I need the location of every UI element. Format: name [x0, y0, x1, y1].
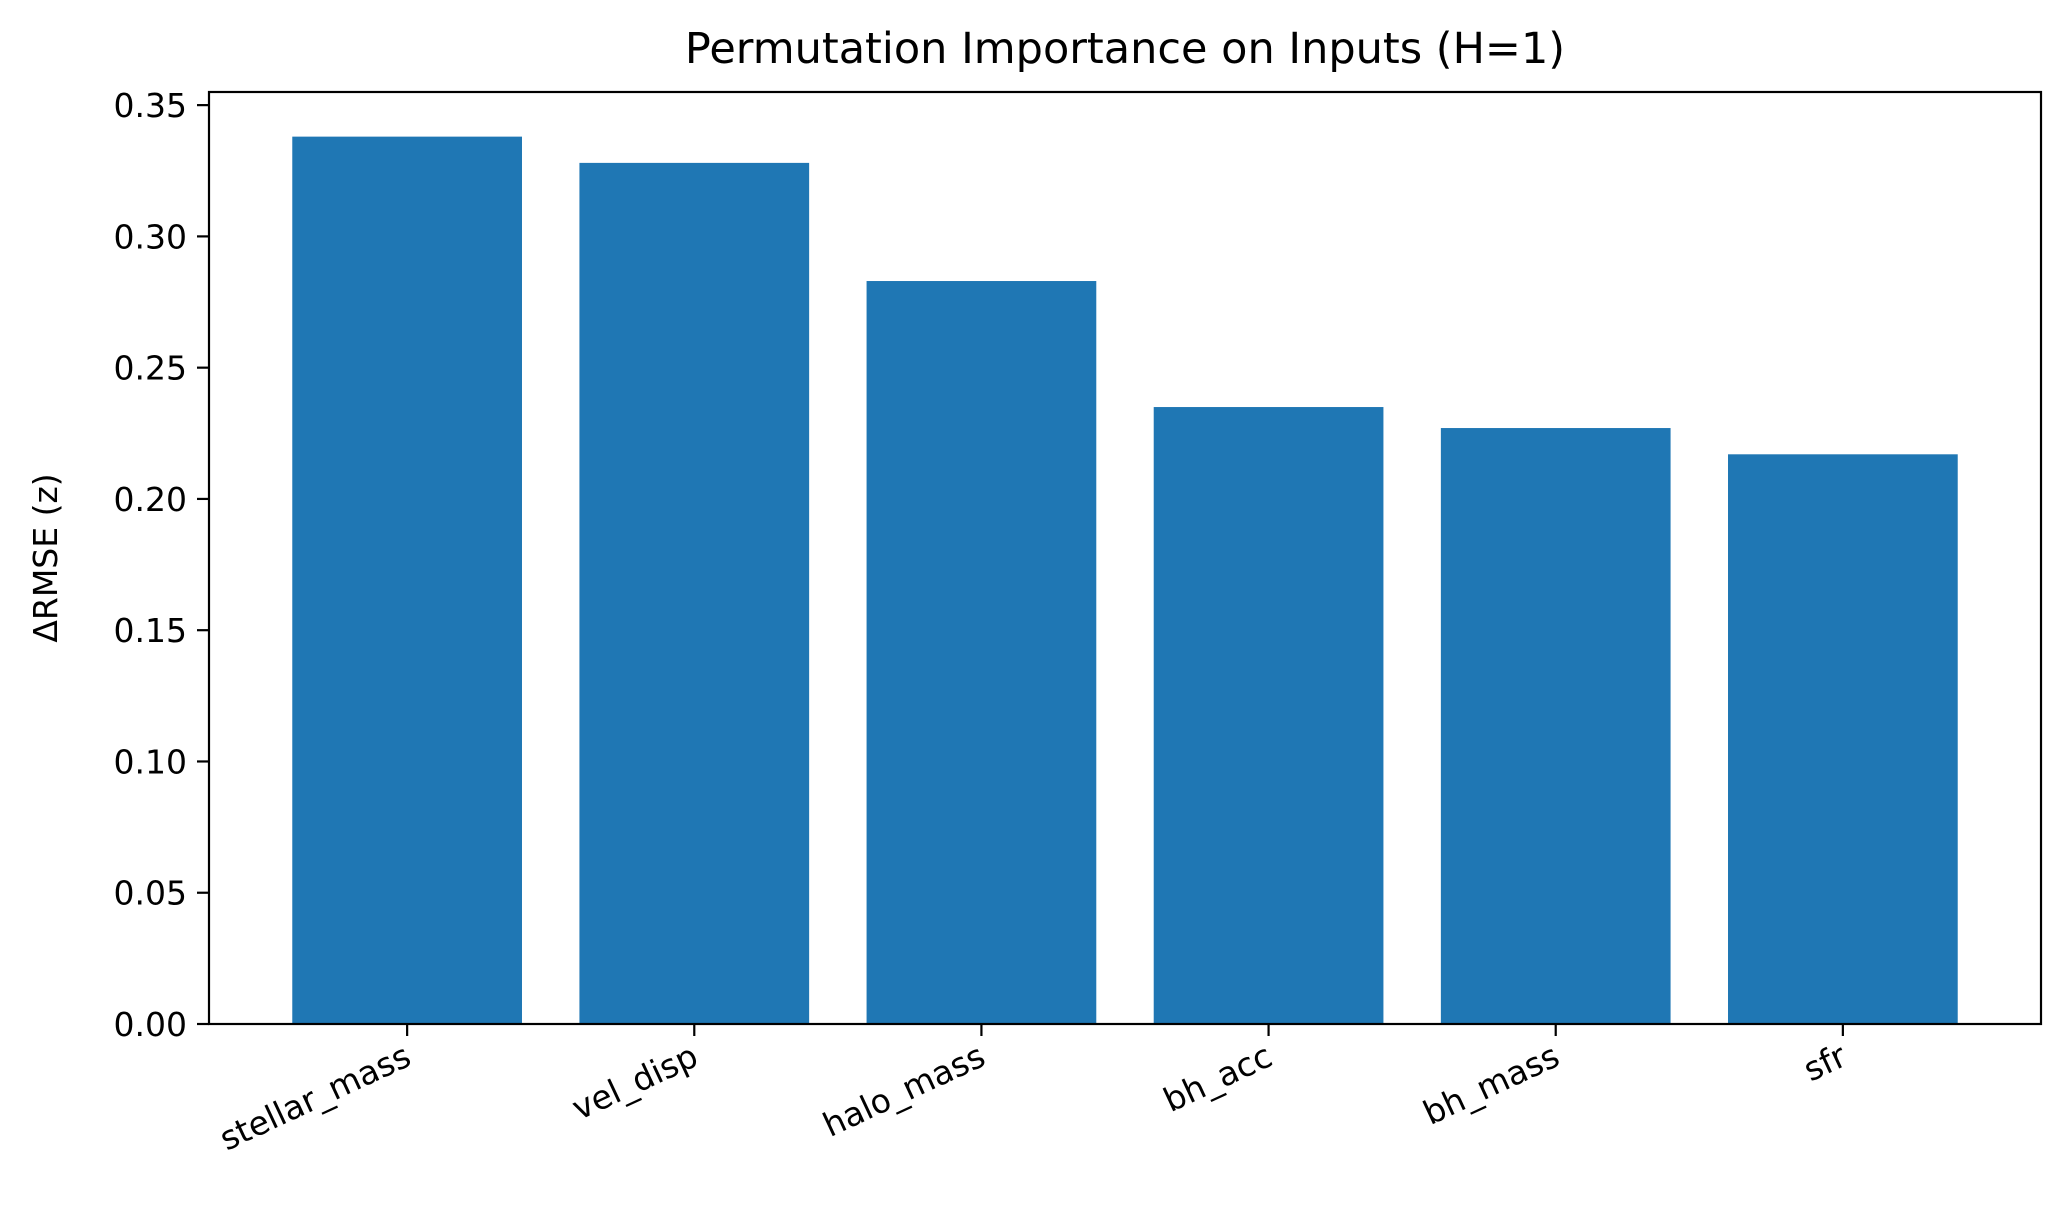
x-tick-label-stellar-mass: stellar_mass	[213, 1036, 416, 1158]
y-tick-label: 0.30	[114, 217, 187, 256]
y-tick-label: 0.00	[114, 1005, 187, 1044]
y-tick-label: 0.15	[114, 611, 187, 650]
x-tick-label-bh-acc: bh_acc	[1157, 1036, 1278, 1120]
bar-vel-disp	[579, 162, 810, 1024]
x-tick-label-sfr: sfr	[1797, 1036, 1852, 1089]
bars-group	[292, 136, 1958, 1025]
bar-stellar-mass	[292, 136, 522, 1024]
bar-bh-acc	[1153, 407, 1384, 1025]
y-tick-label: 0.10	[114, 742, 187, 781]
bar-halo-mass	[866, 281, 1097, 1024]
chart-title: Permutation Importance on Inputs (H=1)	[685, 24, 1565, 74]
x-tick-label-bh-mass: bh_mass	[1417, 1036, 1565, 1133]
bar-bh-mass	[1440, 428, 1671, 1025]
y-axis-label: ΔRMSE (z)	[26, 473, 65, 642]
y-tick-label: 0.25	[114, 349, 187, 388]
bar-sfr	[1728, 454, 1958, 1024]
plot-frame	[207, 90, 2043, 1026]
y-tick-label: 0.35	[114, 86, 187, 125]
x-tick-label-vel-disp: vel_disp	[566, 1036, 704, 1128]
y-axis-ticks: 0.00 0.05 0.10 0.15 0.20 0.25 0.30 0.35	[114, 86, 209, 1044]
x-tick-label-halo-mass: halo_mass	[817, 1036, 991, 1145]
y-tick-label: 0.20	[114, 480, 187, 519]
x-axis-ticks: stellar_mass vel_disp halo_mass bh_acc bh_ma…	[213, 1024, 1853, 1158]
y-tick-label: 0.05	[114, 874, 187, 913]
